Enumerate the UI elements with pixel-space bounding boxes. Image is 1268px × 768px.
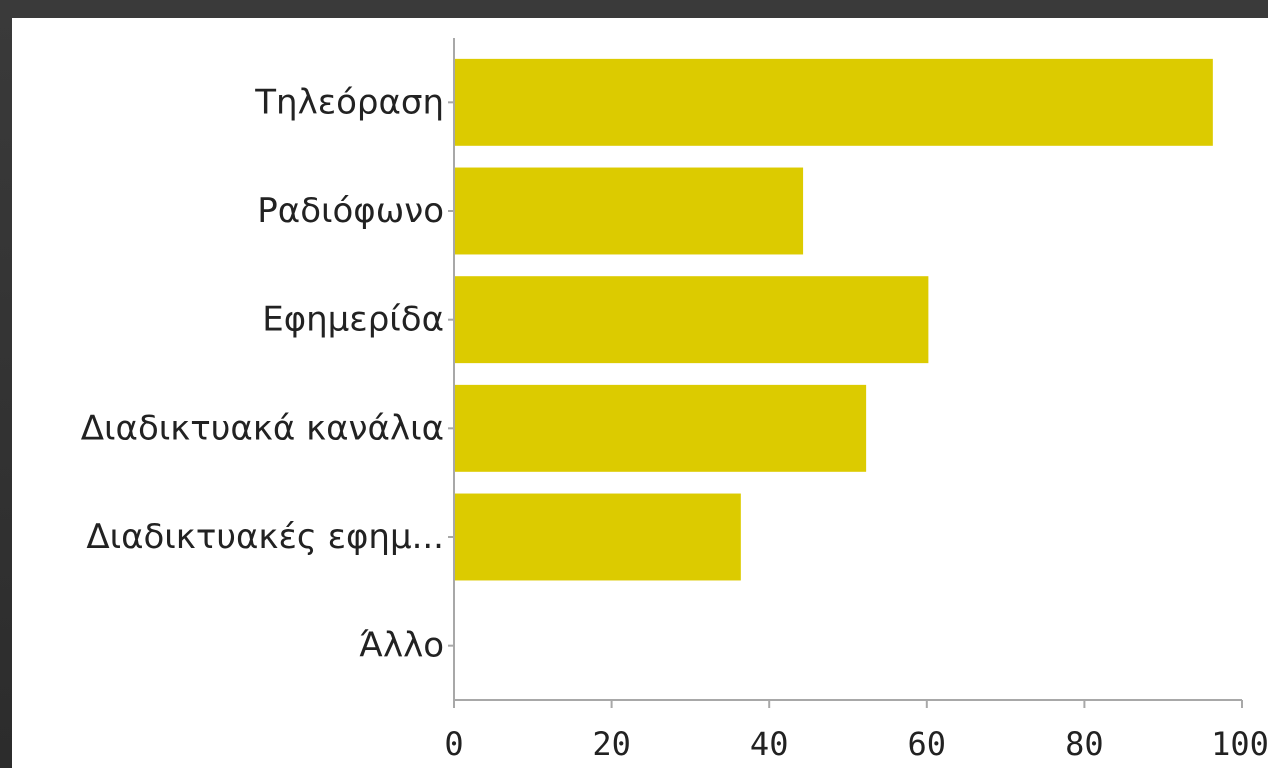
bar	[454, 58, 1213, 146]
bar	[454, 384, 867, 472]
bar	[454, 167, 804, 255]
axes-group	[453, 38, 1242, 701]
bars-group	[454, 58, 1213, 581]
x-tick-label: 20	[592, 725, 631, 763]
x-tick-label: 80	[1065, 725, 1104, 763]
category-label: Διαδικτυακές εφημ...	[86, 517, 444, 557]
category-label: Εφημερίδα	[262, 300, 444, 340]
x-tick-label: 60	[908, 725, 947, 763]
bar	[454, 276, 929, 364]
category-labels: Τηλεόραση Ραδιόφωνο Εφημερίδα Διαδικτυακά κ…	[81, 82, 454, 666]
x-tick-labels: 0 20 40 60 80 100	[444, 700, 1268, 763]
category-label: Ραδιόφωνο	[257, 191, 444, 231]
x-tick-label: 40	[750, 725, 789, 763]
category-label: Τηλεόραση	[254, 82, 444, 122]
x-tick-label: 0	[444, 725, 463, 763]
category-label: Άλλο	[359, 626, 444, 666]
x-tick-label: 100	[1211, 725, 1268, 763]
bar	[454, 493, 741, 581]
category-label: Διαδικτυακά κανάλια	[81, 408, 444, 448]
